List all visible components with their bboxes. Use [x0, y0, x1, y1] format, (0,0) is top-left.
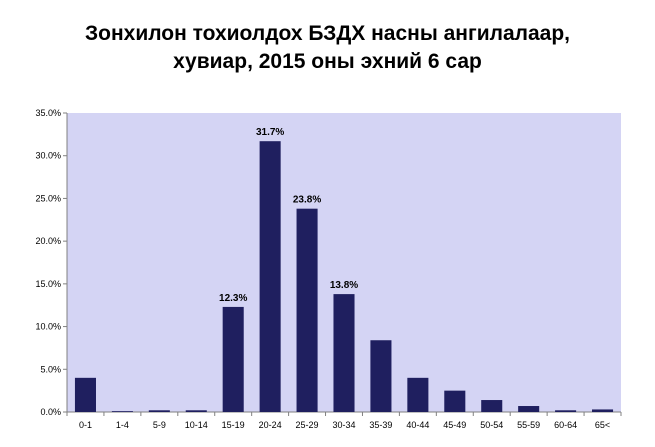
bar [407, 377, 429, 412]
x-axis: 0-1 1-4 5-9 10-14 15-19 20-24 25-29 30-34 35-39 4… [66, 411, 622, 430]
x-tick-label: 15-19 [222, 420, 245, 430]
bar [296, 208, 318, 412]
bar [555, 410, 577, 412]
x-tick-label: 65< [595, 420, 610, 430]
y-axis: 0.0% 5.0% 10.0% 15.0% 20.0% 25.0% 30.0% 35.0% [35, 108, 68, 417]
x-tick-label: 30-34 [332, 420, 355, 430]
y-tick-label: 20.0% [35, 236, 61, 246]
bars [74, 141, 614, 413]
bar [481, 400, 503, 412]
x-tick-label: 0-1 [79, 420, 92, 430]
y-tick-label: 30.0% [35, 151, 61, 161]
y-tick-label: 10.0% [35, 322, 61, 332]
x-tick-label: 60-64 [554, 420, 577, 430]
y-tick-label: 5.0% [40, 364, 61, 374]
x-tick-label: 50-54 [480, 420, 503, 430]
bar [370, 340, 392, 412]
data-label: 12.3% [219, 293, 247, 304]
y-tick-label: 35.0% [35, 108, 61, 118]
x-tick-label: 45-49 [443, 420, 466, 430]
chart-title: Зонхилон тохиолдох БЗДХ насны ангилалаар… [0, 20, 655, 76]
bar [518, 406, 540, 412]
x-tick-label: 55-59 [517, 420, 540, 430]
data-label: 23.8% [293, 195, 321, 206]
x-tick-label: 40-44 [406, 420, 429, 430]
x-tick-label: 1-4 [116, 420, 129, 430]
x-tick-label: 5-9 [153, 420, 166, 430]
x-tick-label: 20-24 [259, 420, 282, 430]
bar [222, 306, 244, 412]
chart-title-line-1: Зонхилон тохиолдох БЗДХ насны ангилалаар… [84, 22, 571, 45]
bar [185, 410, 207, 412]
y-tick-label: 25.0% [35, 193, 61, 203]
data-label: 13.8% [330, 280, 358, 291]
data-label: 31.7% [256, 127, 284, 138]
bar [333, 294, 355, 412]
x-tick-label: 10-14 [185, 420, 208, 430]
bar [592, 409, 614, 412]
chart-title-line-2: хувиар, 2015 оны эхний 6 сар [173, 50, 482, 73]
x-tick-label: 25-29 [296, 420, 319, 430]
y-tick-label: 0.0% [40, 407, 61, 417]
bar [74, 377, 96, 412]
y-tick-label: 15.0% [35, 279, 61, 289]
bar [111, 411, 133, 412]
bar [444, 390, 466, 412]
bar [148, 410, 170, 412]
bar [259, 141, 281, 413]
x-tick-label: 35-39 [369, 420, 392, 430]
data-labels: 12.3% 31.7% 23.8% 13.8% [219, 127, 358, 304]
